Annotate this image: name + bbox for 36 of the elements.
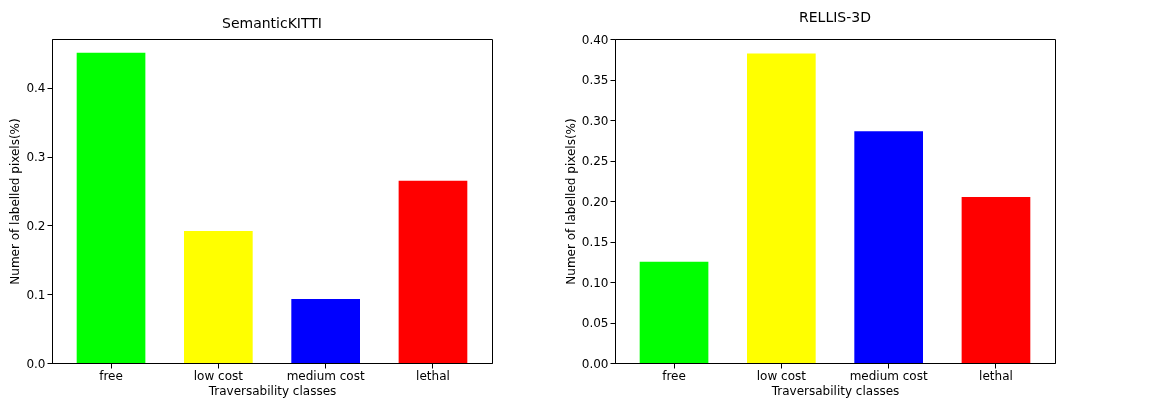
x-tick-label: low cost <box>193 368 244 383</box>
y-tick-label: 0.4 <box>26 81 46 96</box>
bar <box>747 53 816 363</box>
bar <box>184 230 253 363</box>
y-tick-label: 0.1 <box>26 287 46 302</box>
x-tick-label: lethal <box>979 368 1013 383</box>
x-axis-title: Traversability classes <box>207 383 337 398</box>
y-tick-label: 0.20 <box>581 194 609 209</box>
y-tick-label: 0.10 <box>581 275 609 290</box>
y-axis-title: Numer of labelled pixels(%) <box>563 118 578 285</box>
bar <box>291 299 360 363</box>
x-axis-title: Traversability classes <box>770 383 900 398</box>
y-tick-label: 0.30 <box>581 113 609 128</box>
y-tick-label: 0.2 <box>26 218 46 233</box>
y-tick-label: 0.25 <box>581 154 609 168</box>
bar <box>398 180 468 363</box>
y-tick-label: 0.15 <box>581 235 609 249</box>
x-tick-label: free <box>662 368 686 383</box>
chart-title: RELLIS-3D <box>799 9 871 25</box>
x-tick-label: lethal <box>416 368 450 383</box>
y-tick-label: 0.00 <box>581 356 609 371</box>
y-axis-title: Numer of labelled pixels(%) <box>8 118 23 285</box>
x-tick-label: medium cost <box>286 368 365 383</box>
y-tick-label: 0.40 <box>581 32 609 47</box>
bar <box>639 261 709 363</box>
x-tick-label: medium cost <box>849 368 928 383</box>
chart-title: SemanticKITTI <box>222 15 322 31</box>
bar <box>854 131 923 363</box>
x-tick-label: free <box>99 368 123 383</box>
y-tick-label: 0.3 <box>26 150 46 165</box>
bar <box>961 196 1031 363</box>
y-tick-label: 0.05 <box>581 316 609 330</box>
y-tick-label: 0.0 <box>26 356 46 371</box>
y-tick-label: 0.35 <box>581 73 609 87</box>
x-tick-label: low cost <box>756 368 807 383</box>
bar <box>76 52 146 363</box>
